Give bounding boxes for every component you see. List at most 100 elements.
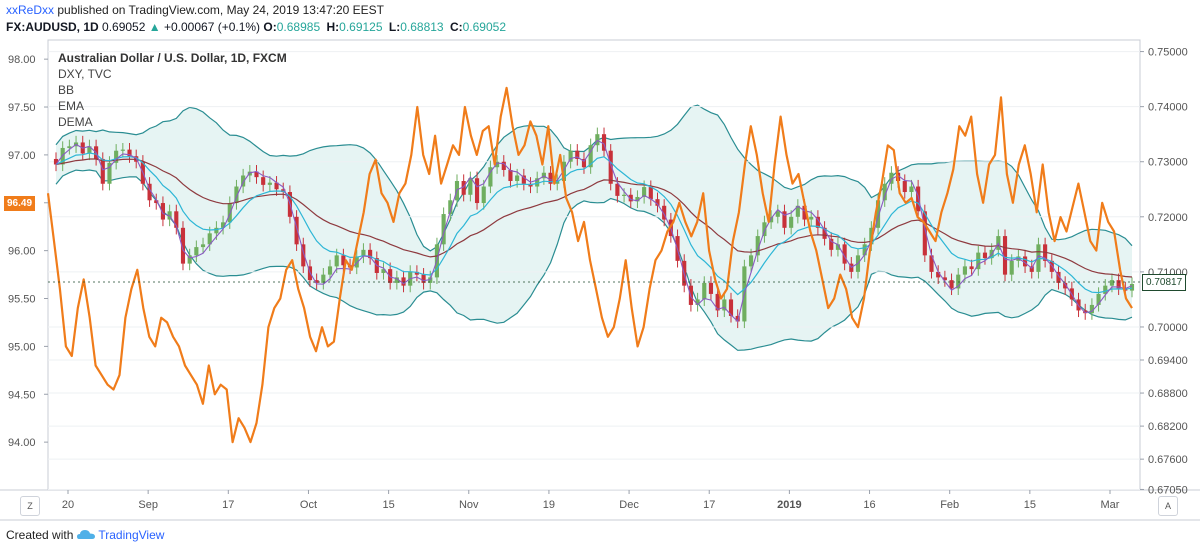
candle-body	[1063, 282, 1068, 289]
candle	[648, 180, 653, 206]
candle-body	[535, 178, 540, 187]
candle	[428, 270, 433, 290]
candle-body	[608, 150, 613, 184]
candle	[608, 144, 613, 191]
candle-body	[274, 182, 279, 190]
candle-body	[762, 222, 767, 237]
close-key: C:	[449, 20, 463, 34]
candle	[555, 174, 560, 191]
candle-body	[1109, 280, 1115, 286]
candle-body	[548, 172, 553, 184]
candle-body	[1083, 310, 1088, 314]
candle-body	[662, 205, 667, 220]
candle	[889, 166, 894, 191]
candle-body	[1022, 256, 1028, 267]
candle	[962, 259, 967, 282]
candle	[702, 276, 707, 307]
candle	[100, 152, 105, 191]
symbol-label: FX:AUDUSD, 1D	[6, 20, 99, 34]
left-tick-label: 96.00	[8, 246, 36, 258]
candle	[274, 176, 279, 196]
candle-body	[889, 172, 894, 184]
candle	[942, 270, 947, 287]
candle	[327, 259, 333, 282]
time-tick-label: 19	[543, 499, 555, 511]
time-tick-label: Oct	[300, 499, 317, 511]
candle	[835, 237, 841, 257]
candle-body	[722, 299, 727, 311]
auto-scale-button[interactable]: A	[1158, 496, 1178, 516]
candle	[1116, 273, 1121, 296]
candle-body	[401, 277, 406, 286]
candle	[67, 139, 72, 155]
chart-legend: Australian Dollar / U.S. Dollar, 1D, FXC…	[58, 51, 287, 129]
candle	[388, 262, 393, 290]
candle-body	[321, 274, 326, 283]
candle-body	[595, 134, 600, 146]
candle	[1002, 229, 1008, 282]
candle-body	[120, 149, 125, 151]
tradingview-brand: TradingView	[98, 528, 165, 542]
candle-body	[588, 145, 593, 168]
candle	[789, 210, 794, 235]
candle-body	[1002, 236, 1008, 275]
candle-body	[1089, 304, 1094, 314]
time-tick-label: Mar	[1101, 499, 1120, 511]
candle-body	[1009, 260, 1014, 275]
candle	[588, 138, 593, 174]
candle	[394, 270, 399, 290]
candle-body	[394, 277, 399, 283]
time-tick-label: 15	[1024, 499, 1036, 511]
candle-body	[1029, 266, 1034, 272]
candle	[368, 243, 373, 265]
candle	[548, 166, 553, 191]
candle-body	[1056, 271, 1061, 283]
candle	[842, 237, 847, 271]
candle	[1089, 298, 1094, 320]
candle-body	[568, 150, 573, 162]
candle	[187, 248, 192, 271]
candle-body	[969, 266, 974, 270]
candle-body	[194, 247, 199, 256]
candle	[728, 292, 734, 323]
author-name[interactable]: xxReDxx	[6, 3, 55, 17]
candle-body	[829, 238, 834, 250]
candle-body	[775, 211, 780, 217]
candle	[795, 199, 800, 224]
candle	[234, 179, 239, 210]
candle	[461, 174, 466, 202]
candle-body	[916, 186, 921, 212]
tradingview-logo[interactable]: TradingView	[77, 528, 164, 542]
high-value: 0.69125	[339, 20, 383, 34]
bb-fill	[56, 105, 1132, 351]
candle	[414, 265, 419, 282]
candle	[1129, 277, 1135, 298]
candle	[508, 163, 513, 188]
time-tick-label: Feb	[940, 499, 959, 511]
publish-line: xxReDxx published on TradingView.com, Ma…	[6, 3, 384, 17]
candle-body	[822, 227, 827, 239]
candle-body	[1116, 280, 1121, 289]
candle-body	[628, 194, 633, 202]
candle	[174, 204, 179, 235]
zoom-reset-button[interactable]: Z	[20, 496, 40, 516]
candle-body	[615, 183, 620, 196]
candle	[301, 237, 306, 273]
price-change: +0.00067 (+0.1%)	[163, 20, 261, 34]
candle-body	[622, 194, 627, 196]
candle-body	[267, 182, 272, 185]
candle-body	[929, 255, 934, 272]
close-value: 0.69052	[462, 20, 507, 34]
time-tick-label: 17	[703, 499, 715, 511]
candle	[1083, 303, 1088, 320]
candle	[200, 237, 206, 254]
left-tick-label: 94.50	[8, 389, 36, 401]
candle-body	[180, 227, 186, 264]
candle	[207, 226, 212, 251]
candle-body	[1103, 285, 1108, 294]
candle	[622, 188, 627, 203]
candle-body	[107, 162, 112, 184]
candle	[361, 243, 366, 264]
dxy-line	[46, 86, 1133, 444]
